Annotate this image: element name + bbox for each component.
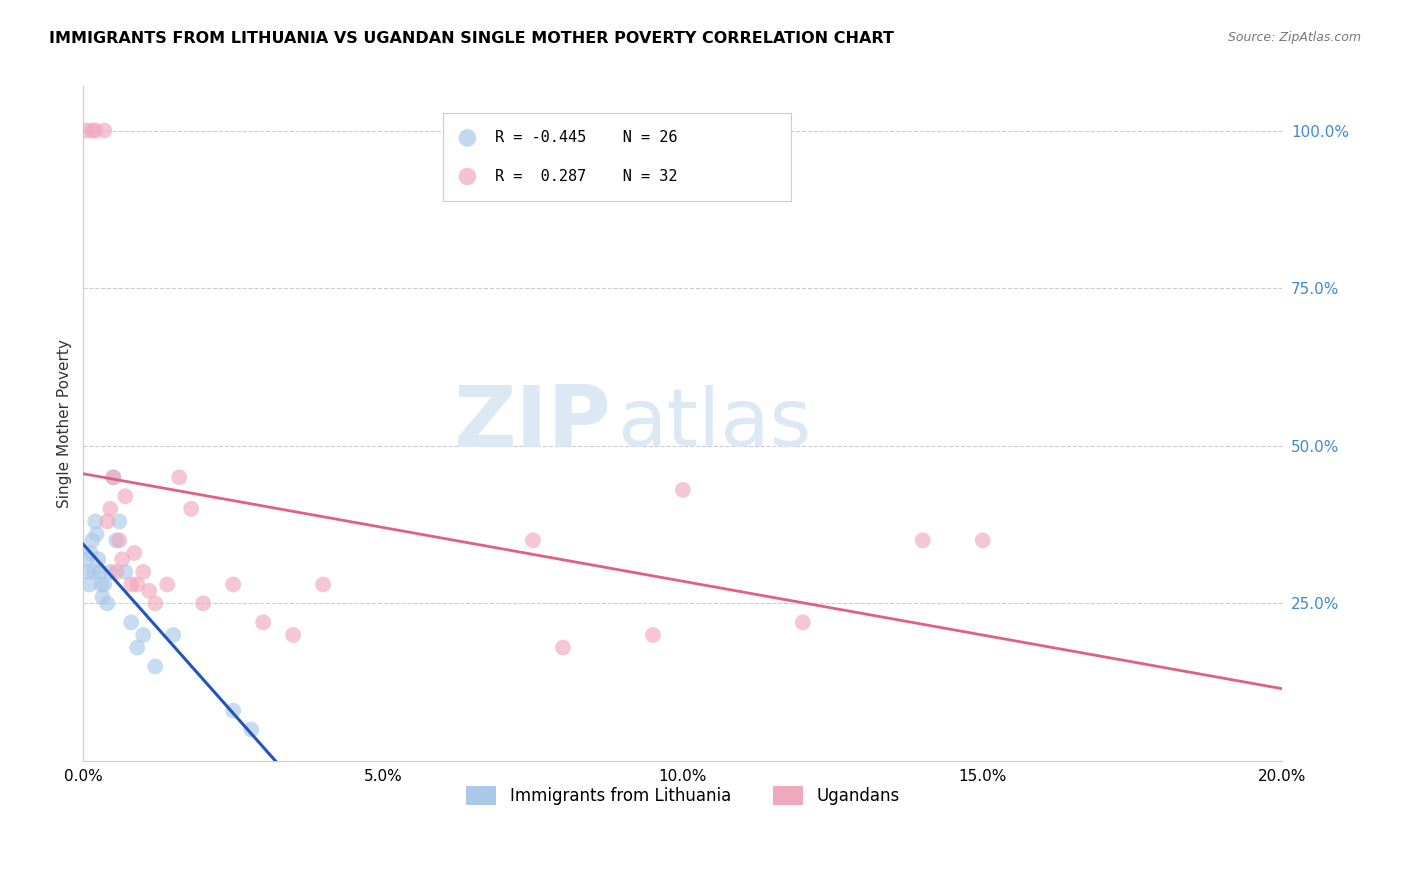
Point bbox=[77, 565, 100, 579]
Point bbox=[96, 515, 118, 529]
Point bbox=[132, 628, 155, 642]
Point bbox=[91, 590, 114, 604]
Point bbox=[132, 565, 155, 579]
Point bbox=[75, 552, 97, 566]
Point bbox=[105, 565, 128, 579]
Point bbox=[114, 489, 136, 503]
Point bbox=[93, 577, 115, 591]
Point bbox=[240, 723, 263, 737]
Point bbox=[522, 533, 544, 548]
Point bbox=[82, 123, 104, 137]
Point bbox=[87, 552, 110, 566]
Text: IMMIGRANTS FROM LITHUANIA VS UGANDAN SINGLE MOTHER POVERTY CORRELATION CHART: IMMIGRANTS FROM LITHUANIA VS UGANDAN SIN… bbox=[49, 31, 894, 46]
Point bbox=[162, 628, 184, 642]
Point bbox=[138, 583, 160, 598]
Point bbox=[98, 501, 121, 516]
Text: Source: ZipAtlas.com: Source: ZipAtlas.com bbox=[1227, 31, 1361, 45]
Point bbox=[83, 565, 105, 579]
Point bbox=[180, 501, 202, 516]
Point bbox=[193, 596, 215, 610]
Point bbox=[96, 596, 118, 610]
Point bbox=[75, 123, 97, 137]
Point bbox=[156, 577, 179, 591]
Point bbox=[672, 483, 695, 497]
Point bbox=[167, 470, 190, 484]
Point bbox=[108, 515, 131, 529]
Y-axis label: Single Mother Poverty: Single Mother Poverty bbox=[58, 339, 72, 508]
Point bbox=[641, 628, 664, 642]
Point bbox=[143, 659, 166, 673]
Point bbox=[82, 533, 104, 548]
Point bbox=[281, 628, 304, 642]
Point bbox=[90, 577, 112, 591]
Point bbox=[103, 470, 125, 484]
Point bbox=[84, 515, 107, 529]
Point bbox=[108, 533, 131, 548]
Point bbox=[111, 552, 134, 566]
Point bbox=[86, 527, 108, 541]
Point bbox=[792, 615, 814, 630]
Point bbox=[252, 615, 274, 630]
Text: ZIP: ZIP bbox=[453, 382, 612, 466]
Point bbox=[122, 546, 145, 560]
Point bbox=[105, 533, 128, 548]
Point bbox=[120, 615, 142, 630]
Point bbox=[93, 123, 115, 137]
Text: atlas: atlas bbox=[617, 384, 811, 463]
Legend: Immigrants from Lithuania, Ugandans: Immigrants from Lithuania, Ugandans bbox=[458, 778, 908, 814]
Point bbox=[84, 123, 107, 137]
Point bbox=[98, 565, 121, 579]
Point bbox=[143, 596, 166, 610]
Point bbox=[79, 546, 101, 560]
Point bbox=[222, 704, 245, 718]
Point bbox=[972, 533, 994, 548]
Point bbox=[114, 565, 136, 579]
Point bbox=[120, 577, 142, 591]
Point bbox=[312, 577, 335, 591]
Point bbox=[222, 577, 245, 591]
Point bbox=[89, 565, 111, 579]
Point bbox=[127, 577, 149, 591]
Point bbox=[911, 533, 934, 548]
Point bbox=[551, 640, 574, 655]
Point bbox=[103, 470, 125, 484]
Point bbox=[79, 577, 101, 591]
Point bbox=[127, 640, 149, 655]
